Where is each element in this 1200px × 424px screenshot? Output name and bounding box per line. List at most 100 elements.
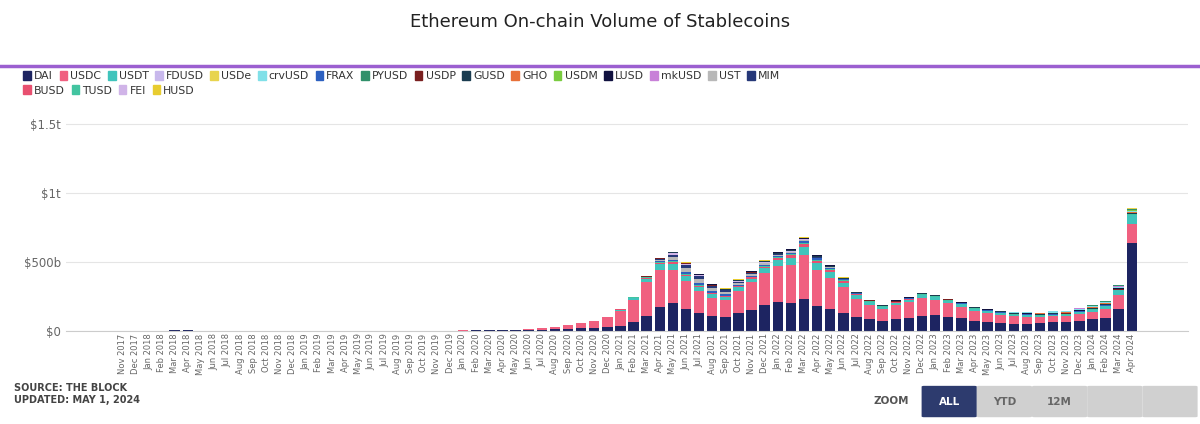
Bar bbox=[720, 300, 731, 317]
Bar bbox=[1008, 312, 1019, 313]
Bar bbox=[629, 322, 638, 331]
Bar bbox=[904, 302, 914, 318]
Bar bbox=[943, 301, 954, 303]
Bar bbox=[760, 273, 770, 304]
Bar bbox=[707, 284, 718, 285]
Bar bbox=[733, 282, 744, 283]
Bar bbox=[917, 315, 928, 331]
Bar bbox=[1074, 312, 1085, 314]
Bar bbox=[812, 306, 822, 331]
Bar bbox=[680, 274, 691, 275]
Bar bbox=[667, 270, 678, 303]
Bar bbox=[760, 263, 770, 265]
Bar bbox=[746, 279, 757, 282]
Bar bbox=[576, 328, 587, 331]
Bar bbox=[1048, 312, 1058, 313]
Bar bbox=[930, 300, 941, 315]
Bar bbox=[851, 299, 862, 317]
Text: SOURCE: THE BLOCK
UPDATED: MAY 1, 2024: SOURCE: THE BLOCK UPDATED: MAY 1, 2024 bbox=[14, 383, 140, 405]
Bar bbox=[851, 317, 862, 331]
Bar bbox=[733, 313, 744, 331]
Text: ZOOM: ZOOM bbox=[874, 396, 910, 406]
Bar bbox=[680, 309, 691, 331]
Bar bbox=[864, 301, 875, 302]
Bar bbox=[602, 317, 612, 327]
Bar bbox=[707, 291, 718, 293]
Bar bbox=[680, 268, 691, 272]
Bar bbox=[786, 253, 796, 254]
Bar bbox=[720, 295, 731, 296]
Bar bbox=[930, 315, 941, 331]
Bar bbox=[654, 258, 665, 259]
Bar bbox=[956, 318, 966, 331]
Bar bbox=[1008, 316, 1019, 324]
Bar bbox=[733, 283, 744, 285]
Bar bbox=[1114, 287, 1124, 288]
Bar bbox=[1087, 312, 1098, 319]
Bar bbox=[812, 258, 822, 259]
Bar bbox=[824, 278, 835, 310]
Bar bbox=[983, 313, 992, 322]
Bar bbox=[1021, 317, 1032, 324]
Text: Ethereum On-chain Volume of Stablecoins: Ethereum On-chain Volume of Stablecoins bbox=[410, 13, 790, 31]
Bar bbox=[720, 292, 731, 295]
Bar bbox=[824, 265, 835, 266]
Bar bbox=[812, 270, 822, 306]
Bar bbox=[890, 305, 901, 319]
Bar bbox=[760, 267, 770, 268]
Bar bbox=[930, 297, 941, 300]
Bar bbox=[1008, 315, 1019, 316]
Bar bbox=[773, 252, 784, 253]
Bar bbox=[996, 313, 1006, 315]
Bar bbox=[654, 307, 665, 331]
Bar bbox=[642, 279, 652, 282]
Bar bbox=[694, 286, 704, 287]
Bar bbox=[773, 260, 784, 266]
Bar bbox=[667, 303, 678, 331]
Bar bbox=[1127, 212, 1138, 213]
Bar bbox=[654, 260, 665, 261]
Bar bbox=[1074, 321, 1085, 331]
Bar bbox=[694, 274, 704, 275]
Bar bbox=[1100, 318, 1111, 331]
Bar bbox=[864, 319, 875, 331]
Bar bbox=[707, 294, 718, 298]
Bar bbox=[642, 282, 652, 315]
Bar bbox=[786, 303, 796, 331]
Bar bbox=[694, 283, 704, 285]
Bar bbox=[1074, 308, 1085, 309]
Bar bbox=[838, 313, 848, 331]
Bar bbox=[773, 302, 784, 331]
Bar bbox=[996, 315, 1006, 323]
Bar bbox=[680, 264, 691, 265]
Bar bbox=[824, 272, 835, 278]
Bar bbox=[1114, 285, 1124, 286]
Bar bbox=[786, 258, 796, 265]
Bar bbox=[1114, 290, 1124, 295]
Bar bbox=[746, 310, 757, 331]
Bar bbox=[877, 310, 888, 321]
Bar bbox=[1048, 315, 1058, 316]
Bar bbox=[523, 329, 534, 330]
Bar bbox=[694, 279, 704, 283]
Bar bbox=[1048, 316, 1058, 322]
Bar bbox=[667, 253, 678, 254]
Bar bbox=[812, 261, 822, 263]
Bar bbox=[1114, 286, 1124, 287]
Bar bbox=[1074, 309, 1085, 310]
Bar bbox=[799, 244, 809, 247]
Bar bbox=[694, 285, 704, 286]
Bar bbox=[1114, 309, 1124, 331]
Bar bbox=[746, 282, 757, 310]
Bar bbox=[1021, 312, 1032, 313]
Bar bbox=[654, 264, 665, 270]
Bar bbox=[694, 291, 704, 313]
Bar bbox=[1087, 306, 1098, 307]
Bar bbox=[550, 327, 560, 329]
Bar bbox=[733, 286, 744, 287]
Bar bbox=[1061, 316, 1072, 322]
Bar bbox=[890, 319, 901, 331]
Bar bbox=[799, 240, 809, 241]
Bar bbox=[786, 252, 796, 253]
Bar bbox=[667, 261, 678, 262]
